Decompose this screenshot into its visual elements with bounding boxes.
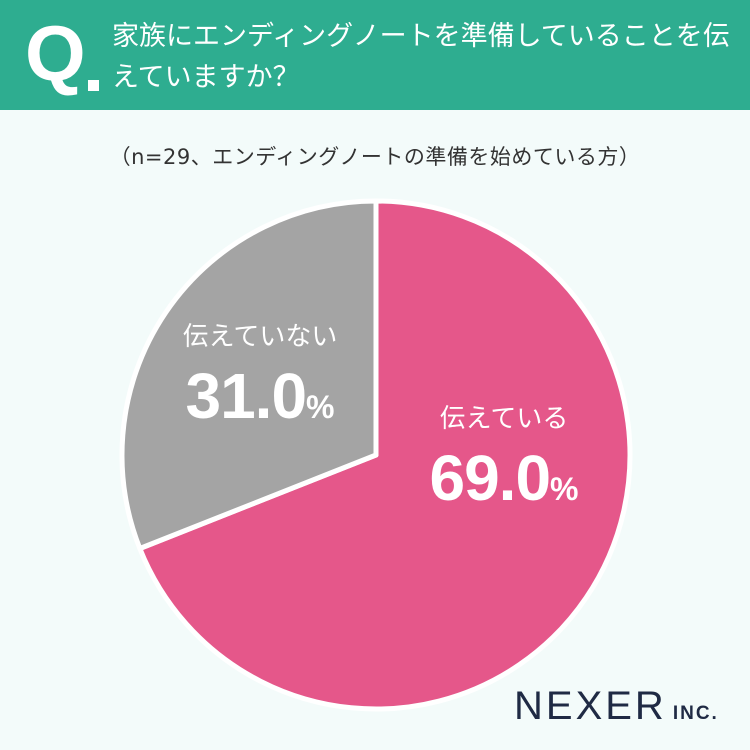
nexer-logo: NEXER INC.: [514, 684, 719, 729]
slice-value-not-told: 31.0: [185, 360, 307, 432]
question-text: 家族にエンディングノートを準備していることを伝えていますか？: [112, 21, 730, 93]
chart-subtitle: （n=29、エンディングノートの準備を始めている方）: [109, 145, 641, 169]
slice-unit-told: %: [550, 471, 579, 507]
pie-slice-not-told: [119, 198, 379, 552]
q-mark: Q: [25, 9, 86, 97]
logo-sub-text: INC.: [672, 703, 719, 724]
slice-label-told: 伝えている 69.0%: [404, 398, 604, 515]
slice-unit-not-told: %: [306, 389, 335, 425]
slice-category-not-told: 伝えていない: [182, 322, 338, 352]
logo-main-text: NEXER: [514, 684, 667, 728]
slice-value-told: 69.0: [429, 442, 551, 514]
question-banner: Q 家族にエンディングノートを準備していることを伝えていますか？: [0, 0, 750, 110]
q-dot: [88, 80, 99, 91]
pie-slice-told: [137, 198, 633, 712]
slice-category-told: 伝えている: [439, 404, 569, 434]
slice-label-not-told: 伝えていない 31.0%: [160, 316, 360, 433]
